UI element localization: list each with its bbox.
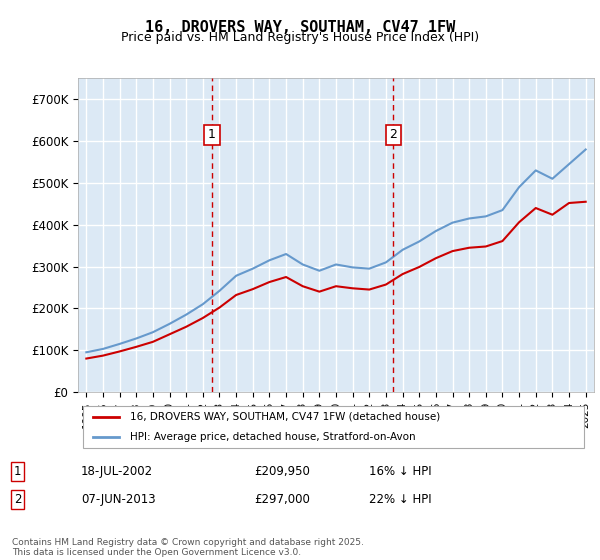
Text: 2: 2	[14, 493, 22, 506]
Text: Price paid vs. HM Land Registry's House Price Index (HPI): Price paid vs. HM Land Registry's House …	[121, 31, 479, 44]
Text: 22% ↓ HPI: 22% ↓ HPI	[369, 493, 432, 506]
Text: 16, DROVERS WAY, SOUTHAM, CV47 1FW (detached house): 16, DROVERS WAY, SOUTHAM, CV47 1FW (deta…	[130, 412, 440, 422]
Text: 1: 1	[14, 465, 22, 478]
Text: Contains HM Land Registry data © Crown copyright and database right 2025.
This d: Contains HM Land Registry data © Crown c…	[12, 538, 364, 557]
Text: 07-JUN-2013: 07-JUN-2013	[81, 493, 156, 506]
Text: £209,950: £209,950	[254, 465, 310, 478]
Text: 16, DROVERS WAY, SOUTHAM, CV47 1FW: 16, DROVERS WAY, SOUTHAM, CV47 1FW	[145, 20, 455, 35]
Text: 18-JUL-2002: 18-JUL-2002	[81, 465, 153, 478]
Text: 16% ↓ HPI: 16% ↓ HPI	[369, 465, 432, 478]
Text: 1: 1	[208, 128, 216, 141]
Text: 2: 2	[389, 128, 397, 141]
Text: £297,000: £297,000	[254, 493, 310, 506]
Text: HPI: Average price, detached house, Stratford-on-Avon: HPI: Average price, detached house, Stra…	[130, 432, 415, 442]
FancyBboxPatch shape	[83, 405, 584, 449]
